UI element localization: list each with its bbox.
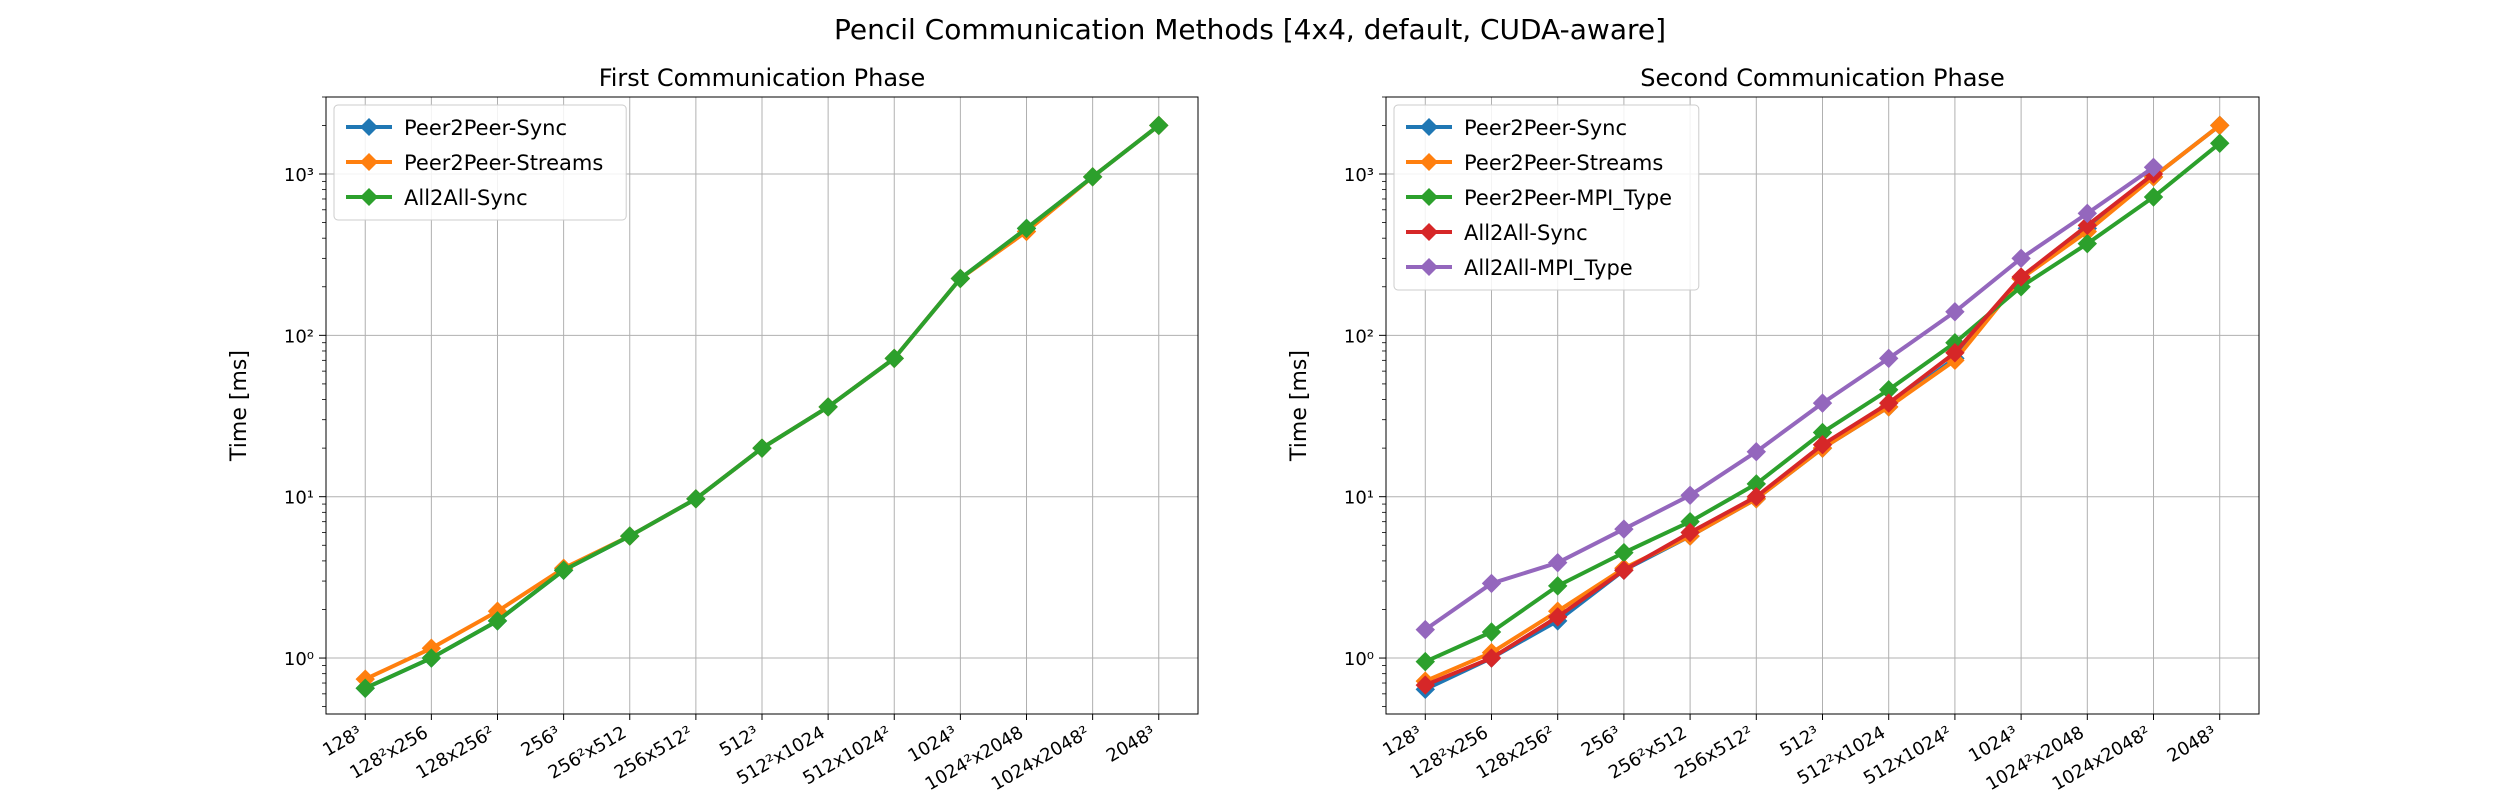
legend-label: All2All-Sync	[1464, 221, 1588, 245]
data-point	[2210, 133, 2230, 153]
x-tick-label: 512³	[1776, 722, 1823, 761]
data-point	[1812, 434, 1833, 455]
y-tick-label: 10²	[284, 326, 314, 347]
data-point	[1945, 343, 1965, 363]
legend-swatch-marker	[360, 188, 378, 206]
y-tick-label: 10²	[1344, 326, 1374, 347]
data-point	[1415, 675, 1435, 695]
data-point	[1547, 607, 1568, 627]
chart-title: Second Communication Phase	[1640, 64, 2004, 92]
data-point	[2077, 203, 2098, 224]
data-point	[421, 648, 442, 668]
legend-label: All2All-MPI_Type	[1464, 256, 1633, 281]
legend-label: Peer2Peer-Streams	[404, 151, 603, 175]
legend-label: Peer2Peer-Sync	[1464, 116, 1627, 140]
data-point	[1614, 560, 1634, 580]
data-point	[752, 438, 772, 458]
y-tick-label: 10⁰	[284, 649, 314, 670]
x-tick-label: 2048³	[2164, 722, 2220, 767]
y-axis-label: Time [ms]	[227, 350, 252, 462]
data-point	[2077, 233, 2098, 254]
legend-swatch-marker	[360, 153, 378, 171]
legend-label: Peer2Peer-Sync	[404, 116, 567, 140]
data-point	[1016, 218, 1037, 239]
x-tick-label: 256³	[1578, 722, 1625, 761]
y-tick-label: 10³	[1344, 165, 1374, 186]
y-tick-label: 10⁰	[1344, 649, 1374, 670]
data-point	[1945, 302, 1965, 322]
data-point	[620, 526, 640, 546]
legend-swatch-marker	[1420, 223, 1438, 241]
data-point	[1746, 486, 1767, 507]
data-point	[884, 348, 904, 369]
data-point	[1614, 519, 1634, 539]
data-point	[1481, 573, 1502, 594]
data-point	[1878, 393, 1899, 413]
data-point	[2143, 187, 2164, 207]
legend-label: Peer2Peer-MPI_Type	[1464, 186, 1672, 211]
data-point	[1415, 651, 1435, 672]
legend-box	[333, 104, 627, 221]
data-point	[2011, 248, 2031, 269]
data-point	[1812, 393, 1833, 413]
x-tick-label: 128³	[1379, 722, 1426, 761]
data-point	[2077, 215, 2098, 236]
data-point	[487, 611, 508, 631]
x-tick-label: 128³	[319, 722, 366, 761]
data-point	[2011, 267, 2031, 287]
series-line	[1424, 172, 2155, 687]
figure-title: Pencil Communication Methods [4x4, defau…	[834, 13, 1666, 46]
x-tick-label: 2048³	[1103, 722, 1159, 767]
legend-label: All2All-Sync	[404, 186, 528, 210]
data-point	[1547, 576, 1568, 596]
data-point	[818, 397, 838, 417]
data-point	[1614, 542, 1634, 563]
legend-swatch-marker	[360, 118, 378, 136]
legend-swatch-marker	[1420, 118, 1438, 136]
data-point	[950, 268, 971, 289]
data-point	[1680, 522, 1700, 543]
data-point	[686, 489, 706, 509]
data-point	[1680, 485, 1700, 506]
x-tick-label: 256³	[518, 722, 565, 761]
data-point	[1082, 167, 1103, 187]
y-tick-label: 10¹	[1344, 488, 1374, 509]
legend-label: Peer2Peer-Streams	[1464, 151, 1663, 175]
data-point	[355, 678, 375, 698]
legend: Peer2Peer-Sync Peer2Peer-Streams Peer2Peer…	[1393, 104, 1700, 291]
data-point	[1746, 442, 1767, 462]
y-tick-label: 10³	[284, 165, 314, 186]
data-point	[1481, 622, 1502, 642]
legend-box	[1393, 104, 1700, 291]
data-point	[1149, 115, 1169, 136]
data-point	[1481, 648, 1502, 668]
legend-swatch-marker	[1420, 153, 1438, 171]
legend-swatch-marker	[1420, 188, 1438, 206]
data-point	[1547, 552, 1568, 573]
series-line	[1424, 165, 2155, 632]
y-tick-label: 10¹	[284, 488, 314, 509]
data-point	[553, 560, 574, 580]
chart-title: First Communication Phase	[599, 64, 926, 92]
data-point	[2143, 157, 2164, 178]
x-tick-label: 512³	[716, 722, 763, 761]
data-point	[1415, 619, 1435, 640]
data-point	[1878, 348, 1899, 369]
legend-swatch-marker	[1420, 258, 1438, 276]
y-axis-label: Time [ms]	[1287, 350, 1312, 462]
legend: Peer2Peer-Sync Peer2Peer-Streams All2All-S…	[333, 104, 627, 221]
